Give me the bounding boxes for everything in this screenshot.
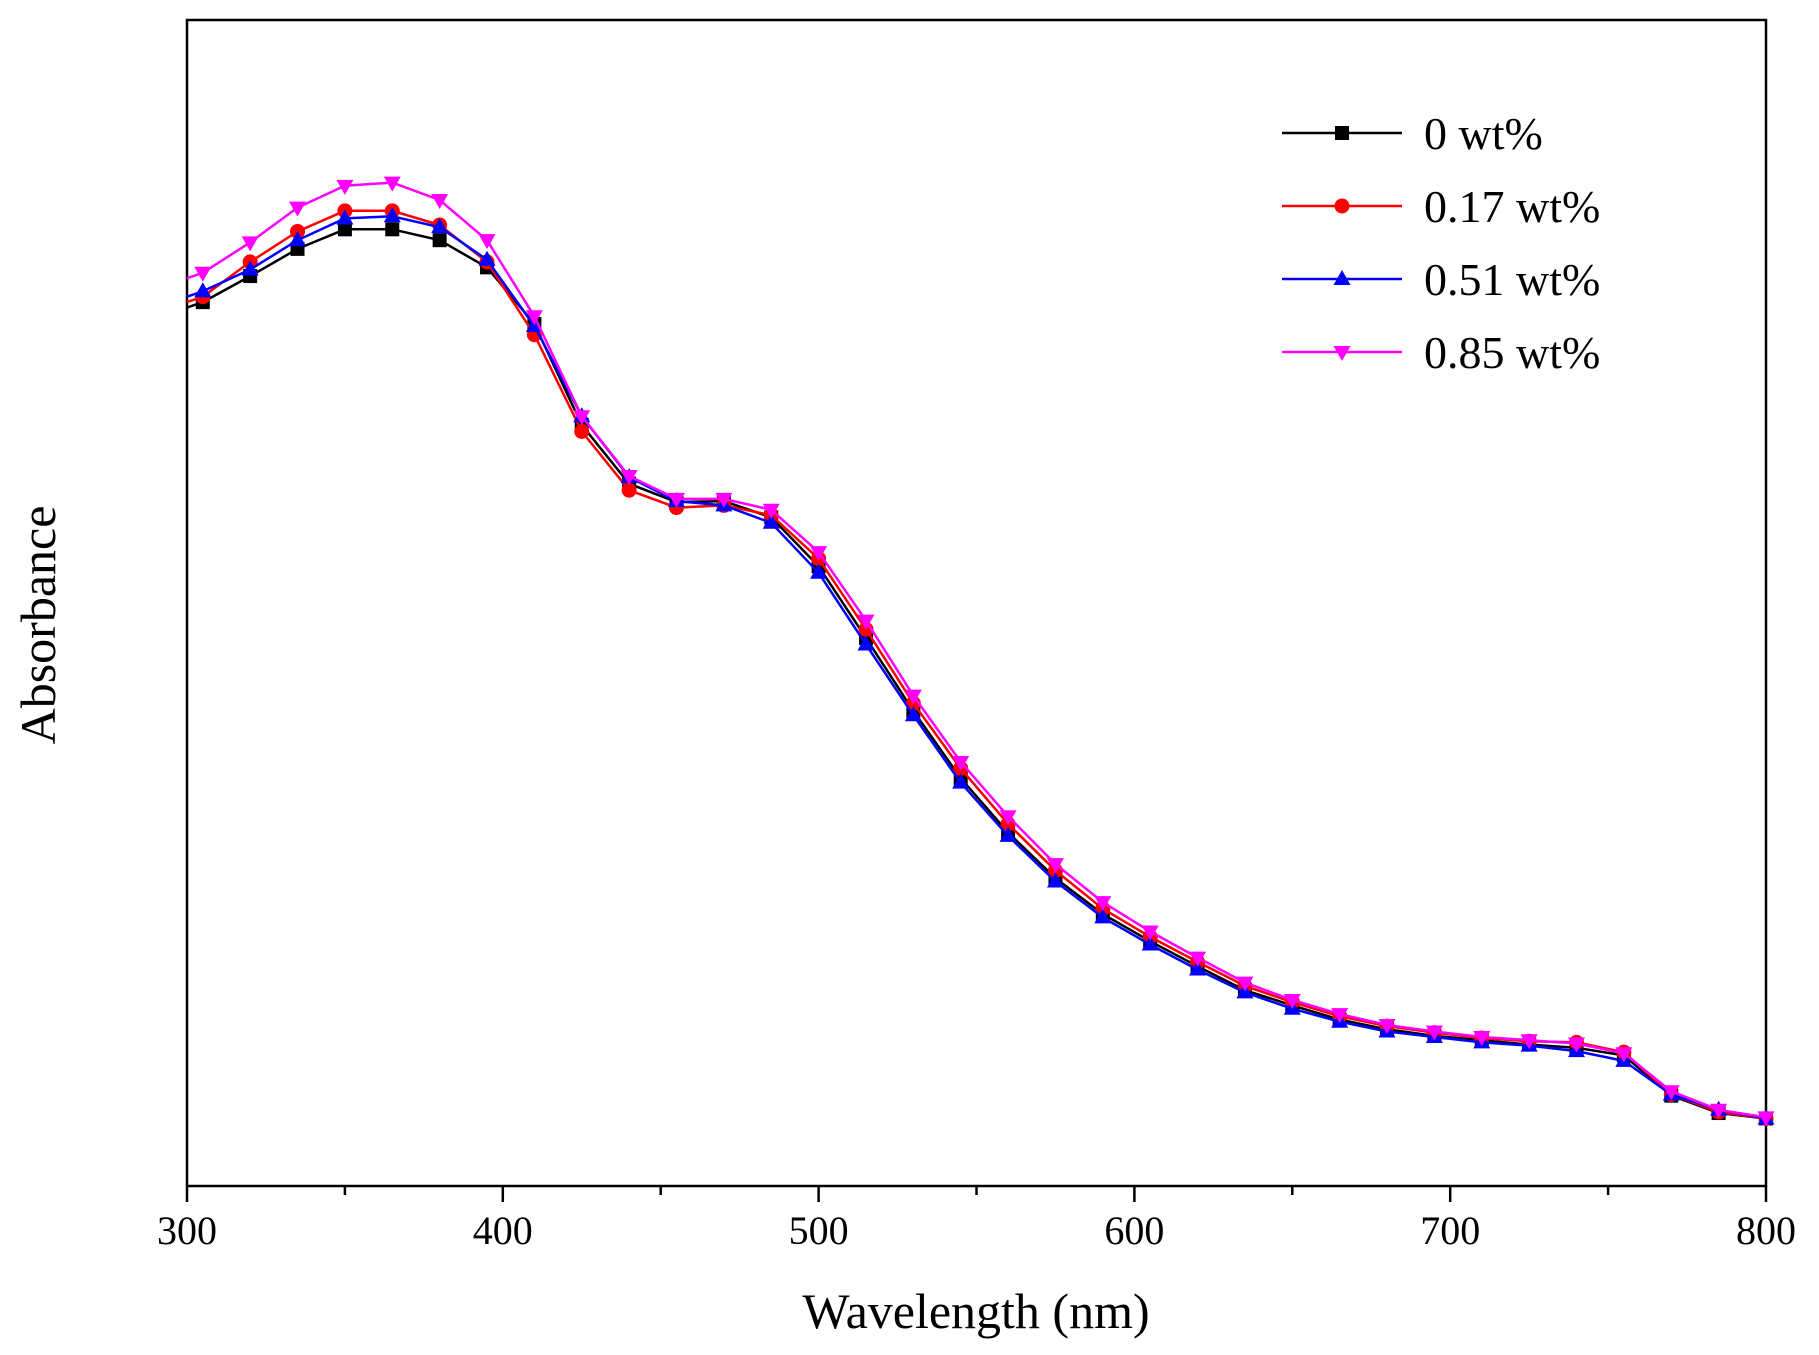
- x-tick-label: 800: [1736, 1208, 1796, 1253]
- data-point: [1335, 126, 1349, 140]
- data-point: [289, 201, 307, 217]
- x-tick-label: 300: [157, 1208, 217, 1253]
- x-tick-label: 700: [1420, 1208, 1480, 1253]
- x-tick-label: 500: [789, 1208, 849, 1253]
- data-point: [1378, 1018, 1396, 1034]
- data-point: [241, 236, 259, 252]
- data-point: [952, 773, 970, 789]
- data-point: [1189, 951, 1207, 967]
- data-point: [1710, 1103, 1728, 1119]
- data-point: [620, 470, 638, 486]
- legend-item: 0.51 wt%: [1282, 254, 1600, 305]
- data-point: [1662, 1085, 1680, 1101]
- data-point: [762, 503, 780, 519]
- data-point: [1334, 198, 1350, 214]
- data-point: [667, 492, 685, 508]
- legend-item: 0.17 wt%: [1282, 181, 1600, 232]
- legend-label: 0.85 wt%: [1424, 327, 1600, 378]
- data-point: [289, 231, 307, 247]
- data-point: [574, 423, 590, 439]
- series-line: [186, 181, 1767, 1119]
- data-point: [1333, 270, 1351, 285]
- data-point: [1046, 872, 1064, 888]
- x-axis-tick-labels: 300 400 500 600 700 800: [157, 1208, 1796, 1253]
- data-point: [336, 179, 354, 195]
- data-point: [431, 193, 449, 209]
- data-point: [857, 614, 875, 630]
- data-point: [1331, 1008, 1349, 1024]
- legend: 0 wt% 0.17 wt% 0.51 wt% 0.85 wt%: [1282, 108, 1600, 378]
- data-point: [1333, 346, 1351, 361]
- data-point: [1141, 925, 1159, 941]
- data-point: [385, 222, 400, 237]
- data-point: [1615, 1047, 1633, 1063]
- series-0-85-wt-: [186, 176, 1775, 1127]
- data-point: [525, 310, 543, 326]
- data-point: [857, 635, 875, 651]
- legend-item: 0.85 wt%: [1282, 327, 1600, 378]
- data-point: [1757, 1111, 1775, 1127]
- data-point: [1473, 1030, 1491, 1046]
- data-point: [1141, 935, 1159, 951]
- data-point: [1520, 1034, 1538, 1050]
- data-point: [478, 234, 496, 250]
- data-point: [904, 689, 922, 705]
- series-layer: [186, 176, 1775, 1127]
- legend-item: 0 wt%: [1282, 108, 1543, 159]
- data-point: [1283, 993, 1301, 1009]
- data-point: [383, 207, 401, 223]
- legend-label: 0 wt%: [1424, 108, 1543, 159]
- x-axis-title: Wavelength (nm): [802, 1283, 1149, 1339]
- x-tick-label: 400: [473, 1208, 533, 1253]
- data-point: [621, 482, 637, 498]
- data-point: [337, 222, 352, 237]
- legend-label: 0.17 wt%: [1424, 181, 1600, 232]
- data-point: [952, 755, 970, 771]
- data-point: [904, 706, 922, 722]
- y-axis-title: Absorbance: [10, 506, 66, 745]
- data-point: [383, 176, 401, 192]
- data-point: [241, 260, 259, 276]
- data-point: [715, 492, 733, 508]
- data-point: [762, 513, 780, 529]
- data-point: [999, 826, 1017, 842]
- data-point: [1425, 1025, 1443, 1041]
- data-point: [1094, 896, 1112, 912]
- data-point: [810, 546, 828, 562]
- legend-label: 0.51 wt%: [1424, 254, 1600, 305]
- data-point: [999, 810, 1017, 826]
- data-point: [810, 563, 828, 579]
- data-point: [336, 209, 354, 225]
- data-point: [1236, 976, 1254, 992]
- data-point: [1094, 908, 1112, 924]
- data-point: [432, 233, 447, 248]
- data-point: [478, 250, 496, 266]
- data-point: [1046, 858, 1064, 874]
- data-point: [431, 218, 449, 234]
- data-point: [573, 410, 591, 426]
- data-point: [194, 282, 212, 298]
- data-point: [194, 266, 212, 282]
- x-axis-ticks: [185, 1186, 1768, 1202]
- data-point: [1189, 960, 1207, 976]
- data-point: [1568, 1037, 1586, 1053]
- x-tick-label: 600: [1104, 1208, 1164, 1253]
